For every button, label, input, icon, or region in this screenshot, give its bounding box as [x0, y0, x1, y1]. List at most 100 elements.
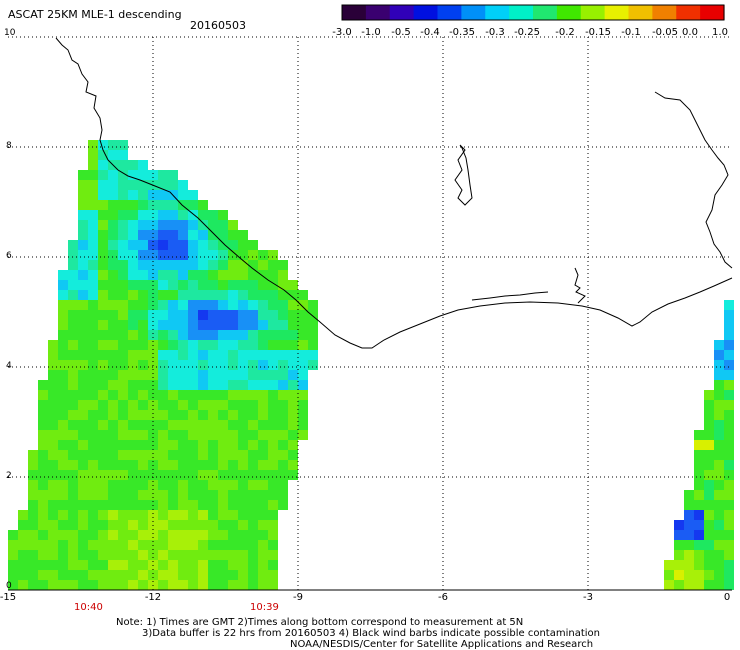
- swath-cell: [288, 320, 298, 330]
- swath-cell: [88, 560, 98, 570]
- swath-cell: [68, 560, 78, 570]
- swath-cell: [724, 370, 734, 380]
- swath-cell: [138, 180, 148, 190]
- swath-cell: [58, 530, 68, 540]
- swath-cell: [88, 450, 98, 460]
- swath-cell: [118, 180, 128, 190]
- swath-cell: [108, 440, 118, 450]
- swath-cell: [694, 580, 704, 590]
- swath-cell: [238, 250, 248, 260]
- swath-cell: [198, 280, 208, 290]
- swath-cell: [128, 260, 138, 270]
- swath-cell: [694, 430, 704, 440]
- swath-cell: [704, 530, 714, 540]
- swath-cell: [108, 470, 118, 480]
- swath-cell: [168, 220, 178, 230]
- swath-cell: [108, 270, 118, 280]
- swath-cell: [98, 570, 108, 580]
- swath-cell: [238, 540, 248, 550]
- swath-cell: [178, 450, 188, 460]
- swath-cell: [178, 180, 188, 190]
- colorbar-label-8: -0.15: [585, 27, 611, 38]
- swath-cell: [118, 390, 128, 400]
- swath-cell: [108, 520, 118, 530]
- swath-cell: [188, 320, 198, 330]
- swath-cell: [158, 580, 168, 590]
- swath-cell: [714, 350, 724, 360]
- swath-cell: [158, 260, 168, 270]
- swath-cell: [8, 540, 18, 550]
- swath-cell: [208, 450, 218, 460]
- swath-cell: [158, 300, 168, 310]
- colorbar-label-11: 0.0: [682, 27, 698, 38]
- swath-cell: [664, 560, 674, 570]
- swath-cell: [278, 440, 288, 450]
- swath-cell: [158, 520, 168, 530]
- swath-cell: [238, 380, 248, 390]
- swath-cell: [714, 550, 724, 560]
- swath-cell: [108, 170, 118, 180]
- swath-cell: [288, 390, 298, 400]
- swath-cell: [208, 300, 218, 310]
- swath-cell: [138, 420, 148, 430]
- swath-cell: [88, 240, 98, 250]
- swath-cell: [118, 380, 128, 390]
- swath-cell: [228, 270, 238, 280]
- swath-cell: [178, 380, 188, 390]
- swath-cell: [188, 520, 198, 530]
- swath-cell: [88, 200, 98, 210]
- swath-cell: [88, 530, 98, 540]
- swath-cell: [28, 520, 38, 530]
- swath-cell: [138, 380, 148, 390]
- swath-cell: [178, 220, 188, 230]
- swath-cell: [704, 390, 714, 400]
- swath-cell: [148, 210, 158, 220]
- swath-cell: [58, 340, 68, 350]
- swath-cell: [78, 200, 88, 210]
- swath-cell: [58, 580, 68, 590]
- swath-cell: [258, 450, 268, 460]
- swath-cell: [248, 480, 258, 490]
- swath-cell: [208, 460, 218, 470]
- swath-cell: [28, 450, 38, 460]
- swath-cell: [248, 340, 258, 350]
- swath-cell: [148, 410, 158, 420]
- swath-cell: [98, 390, 108, 400]
- swath-cell: [724, 490, 734, 500]
- swath-cell: [188, 580, 198, 590]
- swath-cell: [128, 460, 138, 470]
- swath-cell: [108, 300, 118, 310]
- swath-cell: [198, 490, 208, 500]
- swath-cell: [88, 580, 98, 590]
- swath-cell: [178, 390, 188, 400]
- swath-cell: [238, 490, 248, 500]
- swath-cell: [704, 490, 714, 500]
- swath-cell: [28, 570, 38, 580]
- swath-cell: [258, 460, 268, 470]
- colorbar-label-12: 1.0: [712, 27, 728, 38]
- swath-cell: [88, 320, 98, 330]
- swath-cell: [278, 420, 288, 430]
- swath-cell: [98, 350, 108, 360]
- swath-cell: [118, 490, 128, 500]
- swath-cell: [724, 350, 734, 360]
- swath-cell: [168, 210, 178, 220]
- colorbar-segment: [556, 5, 582, 20]
- x-tick-minus3: -3: [583, 592, 593, 603]
- swath-cell: [108, 360, 118, 370]
- swath-cell: [724, 480, 734, 490]
- swath-cell: [258, 470, 268, 480]
- swath-cell: [158, 430, 168, 440]
- swath-cell: [48, 410, 58, 420]
- swath-cell: [268, 440, 278, 450]
- swath-cell: [128, 360, 138, 370]
- swath-cell: [118, 430, 128, 440]
- swath-cell: [198, 250, 208, 260]
- swath-cell: [58, 310, 68, 320]
- swath-cell: [278, 260, 288, 270]
- swath-cell: [158, 310, 168, 320]
- swath-cell: [208, 500, 218, 510]
- swath-cell: [48, 550, 58, 560]
- swath-cell: [198, 210, 208, 220]
- swath-cell: [268, 250, 278, 260]
